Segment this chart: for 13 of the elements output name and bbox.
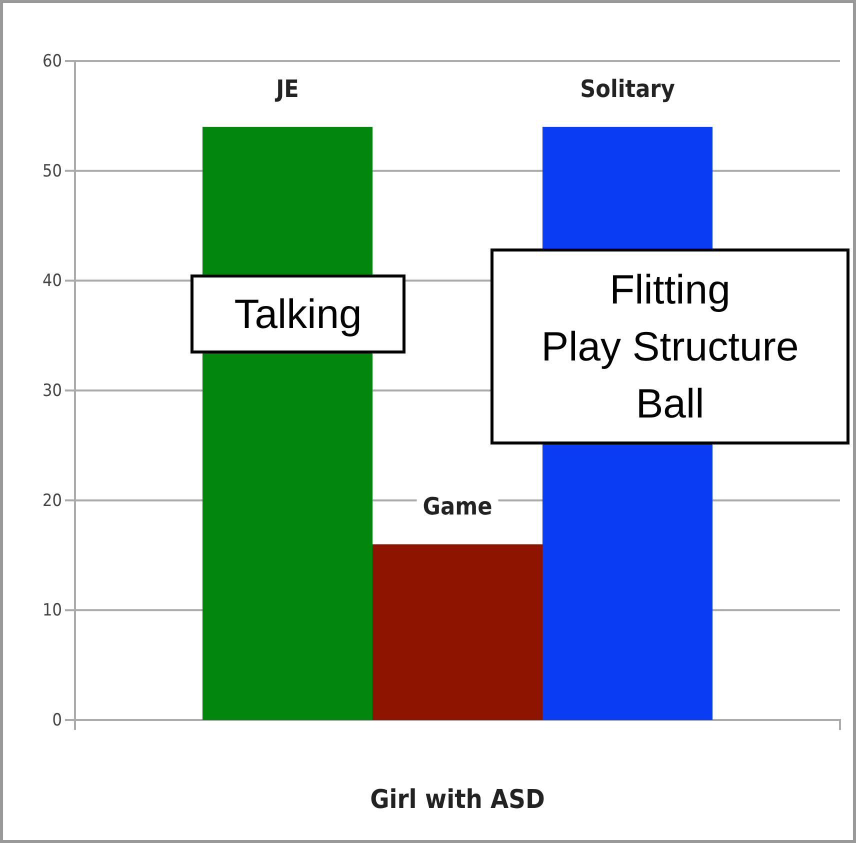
y-tick-label: 30 (42, 380, 62, 401)
y-tick-label: 50 (42, 161, 62, 182)
y-tick-label: 20 (42, 490, 62, 511)
annotation: Talking (234, 291, 362, 337)
y-tick-label: 0 (52, 710, 62, 730)
x-axis-title: Girl with ASD (370, 785, 545, 815)
series-label: JE (274, 74, 299, 103)
y-tick-label: 40 (42, 271, 62, 292)
series-label: Solitary (580, 74, 675, 103)
y-tick-label: 60 (42, 51, 62, 72)
y-tick-label: 10 (42, 600, 62, 621)
annotation: Flitting Play Structure Ball (541, 266, 799, 426)
series-label: Game (422, 492, 492, 520)
